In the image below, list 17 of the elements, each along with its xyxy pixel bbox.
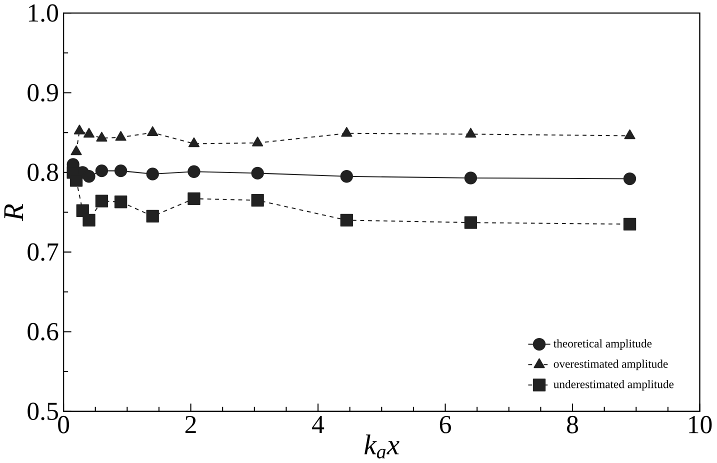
legend-label: overestimated amplitude	[554, 360, 668, 370]
x-tick-label: 8	[567, 416, 578, 434]
y-tick-label: 0.6	[28, 323, 58, 341]
x-tick-label: 10	[689, 416, 712, 434]
y-tick-label: 0.9	[28, 84, 58, 102]
y-tick-label: 0.5	[28, 402, 58, 420]
x-tick-label: 6	[440, 416, 451, 434]
y-tick-label: 0.7	[28, 243, 58, 261]
legend-label: theoretical amplitude	[554, 339, 652, 350]
y-axis-title: R	[4, 204, 23, 222]
x-tick-label: 2	[185, 416, 196, 434]
x-tick-label: 4	[312, 416, 324, 434]
y-tick-label: 0.8	[28, 164, 58, 182]
x-axis-title: k$_{a}$x	[364, 434, 400, 459]
x-tick-label: 0	[58, 416, 70, 434]
y-tick-label: 1.0	[28, 4, 58, 22]
legend-label: underestimated amplitude	[554, 380, 674, 391]
